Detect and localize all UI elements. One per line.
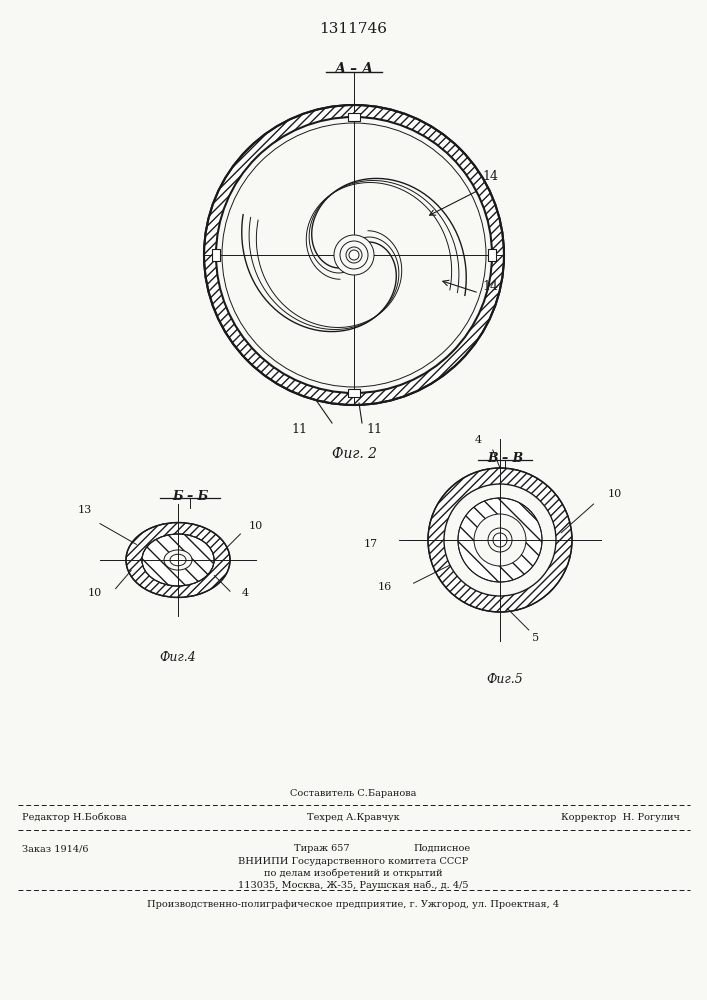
Text: Фиг.5: Фиг.5 (486, 673, 523, 686)
Text: 10: 10 (88, 588, 102, 598)
Text: 11: 11 (291, 423, 307, 436)
Bar (488, 249, 496, 261)
Text: Заказ 1914/6: Заказ 1914/6 (22, 844, 88, 853)
Text: 5: 5 (532, 633, 539, 643)
Text: Фиг.4: Фиг.4 (160, 651, 197, 664)
Ellipse shape (170, 554, 186, 566)
Ellipse shape (204, 105, 504, 405)
Text: Редактор Н.Бобкова: Редактор Н.Бобкова (22, 812, 127, 822)
Text: 10: 10 (249, 521, 263, 531)
Ellipse shape (126, 523, 230, 597)
Bar (348, 113, 360, 121)
Text: 16: 16 (378, 582, 392, 592)
Circle shape (428, 468, 572, 612)
Text: Тираж 657: Тираж 657 (293, 844, 349, 853)
Text: Техред А.Кравчук: Техред А.Кравчук (307, 813, 400, 822)
Text: 10: 10 (608, 489, 622, 499)
Text: Подписное: Подписное (414, 844, 471, 853)
Circle shape (349, 250, 359, 260)
Circle shape (346, 247, 362, 263)
Text: 113035, Москва, Ж-35, Раушская наб., д. 4/5: 113035, Москва, Ж-35, Раушская наб., д. … (238, 881, 469, 890)
Bar (348, 389, 360, 397)
Ellipse shape (142, 534, 214, 586)
Circle shape (222, 123, 486, 387)
Text: Корректор  Н. Рогулич: Корректор Н. Рогулич (561, 813, 680, 822)
Text: Фиг. 2: Фиг. 2 (332, 447, 377, 461)
Text: 13: 13 (77, 505, 91, 515)
Text: 1311746: 1311746 (320, 22, 387, 36)
Text: Составитель С.Баранова: Составитель С.Баранова (291, 789, 416, 798)
Bar (212, 249, 220, 261)
Text: ВНИИПИ Государственного комитета СССР: ВНИИПИ Государственного комитета СССР (238, 857, 469, 866)
Text: 17: 17 (363, 539, 378, 549)
Circle shape (474, 514, 526, 566)
Circle shape (340, 241, 368, 269)
Ellipse shape (216, 117, 492, 393)
Text: Б – Б: Б – Б (172, 490, 208, 503)
Text: 11: 11 (366, 423, 382, 436)
Text: 14: 14 (482, 170, 498, 183)
Circle shape (458, 498, 542, 582)
Text: 14: 14 (482, 280, 498, 293)
Text: по делам изобретений и открытий: по делам изобретений и открытий (264, 869, 443, 879)
Ellipse shape (164, 550, 192, 570)
Text: А – А: А – А (334, 62, 373, 76)
Ellipse shape (142, 534, 214, 586)
Circle shape (334, 235, 374, 275)
Text: 4: 4 (242, 588, 249, 598)
Circle shape (444, 484, 556, 596)
Circle shape (488, 528, 512, 552)
Text: 4: 4 (475, 435, 482, 445)
Text: Производственно-полиграфическое предприятие, г. Ужгород, ул. Проектная, 4: Производственно-полиграфическое предприя… (148, 900, 559, 909)
Text: В – В: В – В (487, 452, 523, 465)
Circle shape (493, 533, 507, 547)
